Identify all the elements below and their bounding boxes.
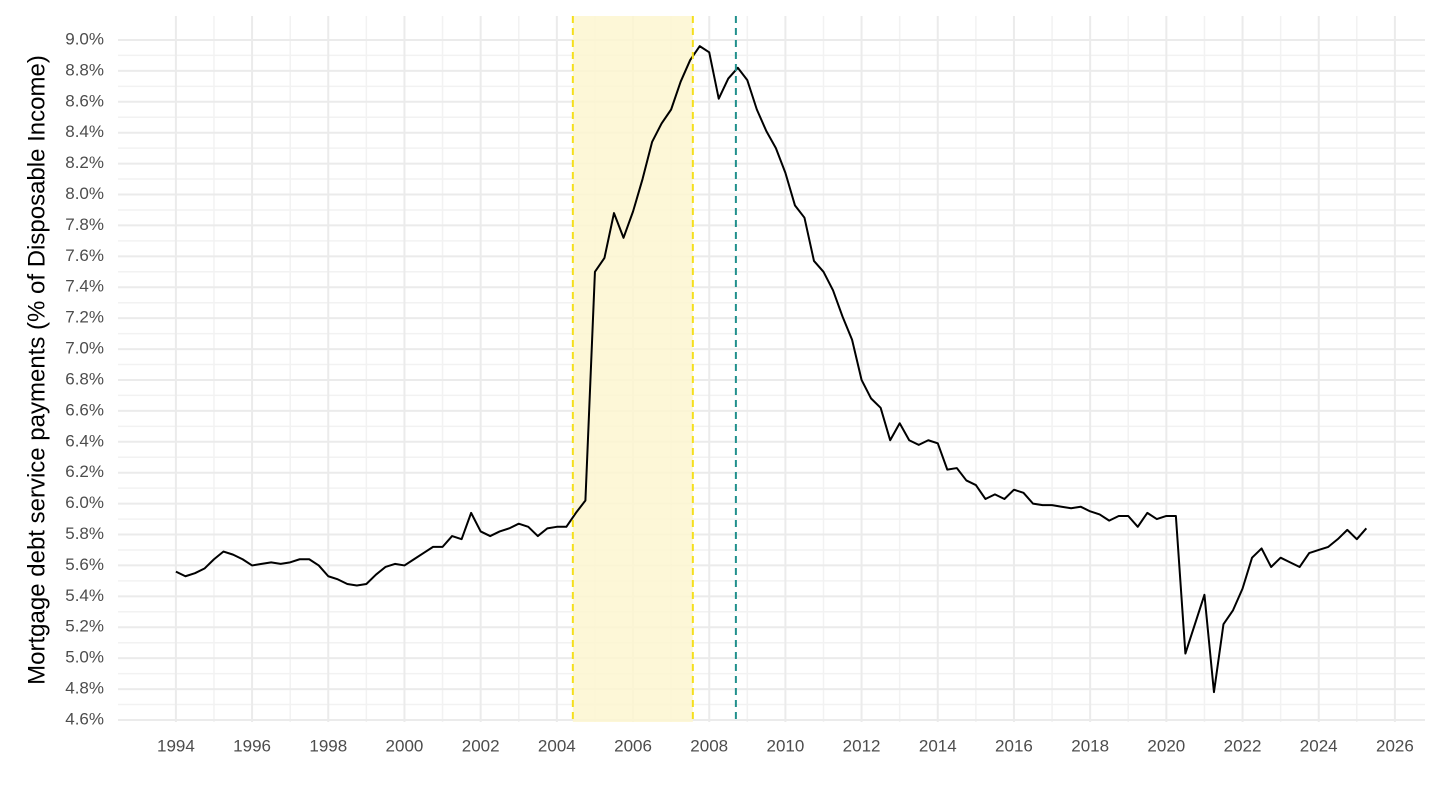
x-tick-label: 2000 (386, 736, 424, 755)
y-tick-label: 8.4% (65, 122, 104, 141)
y-tick-label: 8.6% (65, 91, 104, 110)
y-tick-label: 8.8% (65, 60, 104, 79)
y-tick-label: 7.8% (65, 215, 104, 234)
y-tick-label: 6.8% (65, 369, 104, 388)
x-tick-label: 2010 (766, 736, 804, 755)
y-tick-label: 6.6% (65, 400, 104, 419)
y-tick-label: 6.2% (65, 462, 104, 481)
y-tick-label: 5.6% (65, 555, 104, 574)
y-tick-label: 5.2% (65, 617, 104, 636)
x-tick-label: 2016 (995, 736, 1033, 755)
x-tick-label: 2002 (462, 736, 500, 755)
y-tick-label: 7.0% (65, 339, 104, 358)
x-tick-label: 2008 (690, 736, 728, 755)
y-tick-label: 5.4% (65, 586, 104, 605)
data-line (175, 45, 1368, 694)
x-tick-label: 1994 (157, 736, 195, 755)
y-tick-label: 6.4% (65, 431, 104, 450)
y-tick-label: 5.0% (65, 648, 104, 667)
y-axis-title: Mortgage debt service payments (% of Dis… (23, 55, 50, 685)
shaded-period (572, 16, 693, 722)
y-tick-label: 6.0% (65, 493, 104, 512)
x-tick-label: 2024 (1300, 736, 1338, 755)
x-tick-label: 2012 (843, 736, 881, 755)
y-tick-label: 9.0% (65, 29, 104, 48)
y-tick-label: 8.0% (65, 184, 104, 203)
x-tick-label: 1998 (309, 736, 347, 755)
y-tick-label: 4.6% (65, 709, 104, 728)
y-tick-label: 7.2% (65, 308, 104, 327)
x-tick-label: 2022 (1224, 736, 1262, 755)
y-tick-label: 7.4% (65, 277, 104, 296)
x-tick-label: 2004 (538, 736, 576, 755)
x-tick-label: 2020 (1147, 736, 1185, 755)
y-tick-label: 7.6% (65, 246, 104, 265)
y-tick-label: 4.8% (65, 679, 104, 698)
x-tick-label: 2006 (614, 736, 652, 755)
y-tick-label: 8.2% (65, 153, 104, 172)
y-tick-label: 5.8% (65, 524, 104, 543)
x-tick-label: 1996 (233, 736, 271, 755)
x-tick-label: 2026 (1376, 736, 1414, 755)
x-tick-label: 2014 (919, 736, 957, 755)
x-tick-label: 2018 (1071, 736, 1109, 755)
